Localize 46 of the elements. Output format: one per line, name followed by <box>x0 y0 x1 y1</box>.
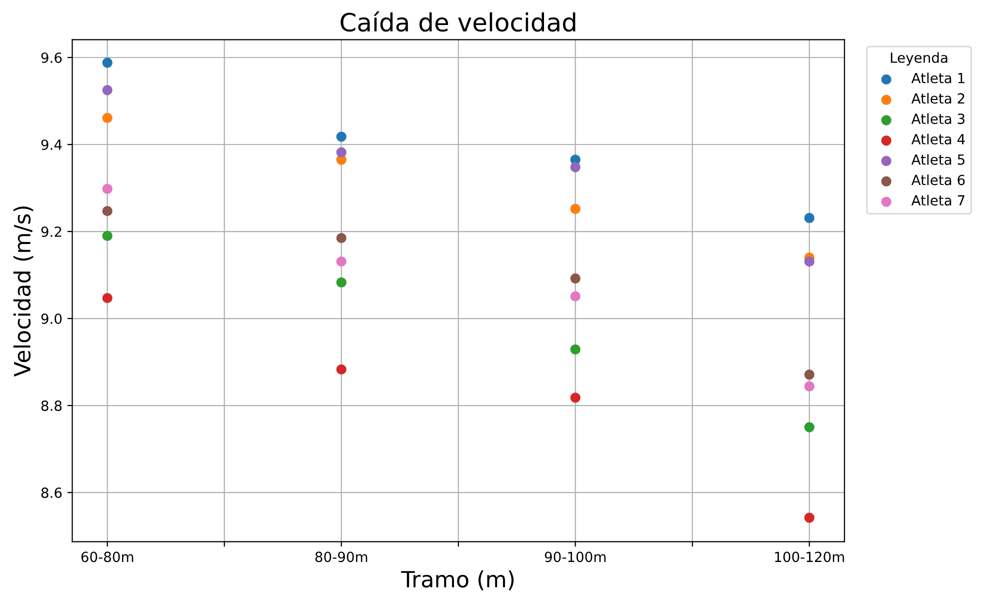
point <box>336 277 346 288</box>
point <box>570 291 580 302</box>
y-tick-label: 9.4 <box>41 139 62 150</box>
x-tick-label: 100-120m <box>775 552 844 562</box>
x-tick-label: 90-100m <box>544 552 606 562</box>
point <box>102 292 112 304</box>
y-tick-label: 8.8 <box>41 400 62 411</box>
legend-label: Atleta 2 <box>911 92 964 104</box>
legend-label: Atleta 3 <box>911 113 965 124</box>
y-tick-label: 9.0 <box>41 313 62 324</box>
point <box>804 212 814 224</box>
point <box>804 422 814 432</box>
y-axis-title: Velocidad (m/s) <box>13 206 34 377</box>
x-tick-label: 60-80m <box>81 552 134 562</box>
legend-label: Atleta 7 <box>911 194 964 206</box>
y-tick-label: 9.2 <box>41 226 62 237</box>
point <box>102 184 112 194</box>
point <box>570 344 580 354</box>
point <box>570 162 580 172</box>
point <box>102 206 112 216</box>
legend-label: Atleta 1 <box>911 72 964 84</box>
chart-title: Caída de velocidad <box>340 11 576 32</box>
legend-title: Leyenda <box>890 52 948 66</box>
point <box>336 232 346 244</box>
point <box>570 273 580 284</box>
point <box>102 112 112 124</box>
point <box>804 370 814 380</box>
point <box>102 85 112 96</box>
legend-label: Atleta 5 <box>911 154 964 165</box>
x-axis-title: Tramo (m) <box>401 570 514 590</box>
point <box>102 58 112 68</box>
point <box>336 364 346 374</box>
point <box>804 256 814 267</box>
point <box>102 230 112 241</box>
y-tick-label: 8.6 <box>41 487 62 498</box>
legend-label: Atleta 4 <box>911 134 965 144</box>
legend-label: Atleta 6 <box>911 174 965 186</box>
y-tick-label: 9.6 <box>41 52 62 63</box>
point <box>570 204 580 214</box>
point <box>804 381 814 392</box>
point <box>570 392 580 403</box>
x-tick-label: 80-90m <box>315 552 368 562</box>
point <box>336 132 346 142</box>
point <box>336 256 346 267</box>
point <box>804 512 814 523</box>
point <box>336 147 346 158</box>
